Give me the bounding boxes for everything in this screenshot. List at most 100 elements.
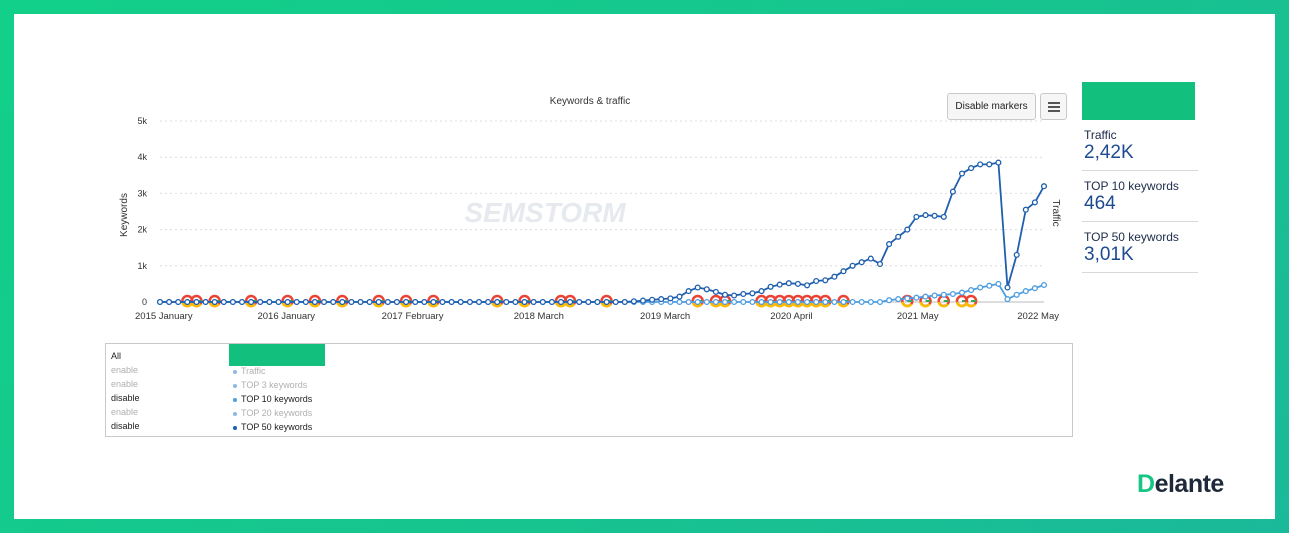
data-point — [895, 296, 902, 303]
metric-value: 2,42K — [1084, 142, 1134, 163]
marker-arc — [955, 301, 967, 308]
data-point — [1013, 291, 1020, 298]
data-point — [521, 298, 528, 306]
toggle-top20[interactable]: enable — [111, 407, 139, 417]
data-point — [339, 298, 346, 306]
data-point — [503, 298, 510, 306]
data-point — [858, 298, 865, 306]
data-point — [211, 298, 218, 306]
logo-d-glyph: D — [1137, 470, 1155, 498]
data-point — [202, 298, 209, 306]
data-point — [813, 298, 820, 306]
data-point — [1031, 199, 1038, 206]
data-point — [594, 298, 601, 306]
hamburger-menu-icon[interactable] — [1040, 93, 1067, 120]
data-point — [612, 298, 619, 306]
data-point — [904, 226, 911, 233]
toggle-top10[interactable]: disable — [111, 393, 140, 403]
legend-item-top10[interactable]: TOP 10 keywords — [233, 392, 312, 406]
data-point — [931, 212, 938, 219]
data-point — [986, 282, 993, 289]
data-point — [767, 283, 774, 290]
data-point — [694, 284, 701, 291]
data-point — [886, 241, 893, 248]
toggle-top50[interactable]: disable — [111, 421, 140, 431]
data-point — [940, 291, 947, 298]
legend-item-top3[interactable]: TOP 3 keywords — [233, 378, 312, 392]
data-point — [958, 170, 966, 177]
data-point — [986, 161, 993, 168]
data-point — [849, 262, 856, 269]
data-point — [293, 298, 300, 306]
data-point — [721, 291, 729, 298]
legend-series-column: Traffic TOP 3 keywords TOP 10 keywords T… — [233, 364, 312, 434]
data-point — [676, 293, 683, 300]
data-point — [731, 292, 738, 299]
data-point — [685, 298, 692, 306]
data-point — [576, 298, 583, 306]
delante-logo: Delante — [1137, 470, 1224, 499]
google-marker-icon — [964, 294, 978, 308]
y-tick-label: 2k — [137, 225, 147, 235]
data-point — [667, 295, 674, 302]
legend-label: Traffic — [241, 366, 266, 376]
data-point — [949, 290, 956, 298]
data-point — [886, 297, 893, 304]
data-point — [785, 298, 792, 306]
legend-item-traffic[interactable]: Traffic — [233, 364, 312, 378]
data-point — [867, 255, 874, 262]
marker-arc — [964, 301, 977, 308]
data-point — [895, 233, 902, 240]
x-tick-label: 2021 May — [897, 311, 939, 322]
metric-top10: TOP 10 keywords 464 — [1082, 171, 1198, 222]
disable-markers-button[interactable]: Disable markers — [947, 93, 1036, 120]
toggle-traffic[interactable]: enable — [111, 365, 139, 375]
data-point — [302, 298, 309, 306]
data-point — [940, 213, 947, 220]
data-point — [193, 298, 200, 306]
data-point — [567, 298, 574, 306]
data-point — [421, 298, 428, 306]
legend-dot-icon — [233, 397, 237, 402]
data-point — [548, 298, 555, 306]
data-point — [804, 282, 811, 289]
metrics-header-swatch — [1082, 82, 1195, 120]
data-point — [1031, 285, 1038, 292]
data-point — [922, 212, 929, 219]
legend-toggle-column: All enable enable disable enable disable — [111, 349, 140, 433]
y-axis-label: Keywords — [119, 193, 130, 237]
legend-item-top50[interactable]: TOP 50 keywords — [233, 420, 312, 434]
legend-item-top20[interactable]: TOP 20 keywords — [233, 406, 312, 420]
data-point — [494, 298, 501, 306]
data-point — [685, 288, 692, 295]
data-point — [977, 284, 984, 291]
data-point — [794, 298, 801, 306]
data-point — [393, 298, 400, 306]
data-point — [1040, 183, 1048, 190]
data-point — [804, 298, 811, 306]
data-point — [831, 298, 838, 306]
data-point — [1013, 251, 1020, 258]
data-point — [849, 298, 856, 306]
data-point — [758, 288, 765, 295]
legend-dot-icon — [233, 425, 237, 430]
toggle-top3[interactable]: enable — [111, 379, 139, 389]
legend-dot-icon — [233, 369, 237, 374]
data-point — [1040, 281, 1048, 289]
data-point — [630, 298, 637, 305]
y-tick-label: 3k — [137, 188, 147, 198]
data-point — [603, 298, 610, 306]
data-point — [248, 298, 255, 306]
marker-arc — [937, 301, 949, 308]
data-point — [366, 298, 373, 306]
data-point — [822, 298, 829, 306]
toggle-all[interactable]: All — [111, 351, 122, 361]
data-point — [557, 298, 565, 306]
x-tick-label: 2018 March — [514, 311, 564, 322]
data-point — [913, 213, 920, 220]
data-point — [876, 298, 884, 306]
data-point — [913, 294, 920, 301]
y-tick-label: 4k — [137, 152, 147, 162]
data-point — [621, 298, 628, 306]
legend-label: TOP 50 keywords — [241, 422, 313, 432]
